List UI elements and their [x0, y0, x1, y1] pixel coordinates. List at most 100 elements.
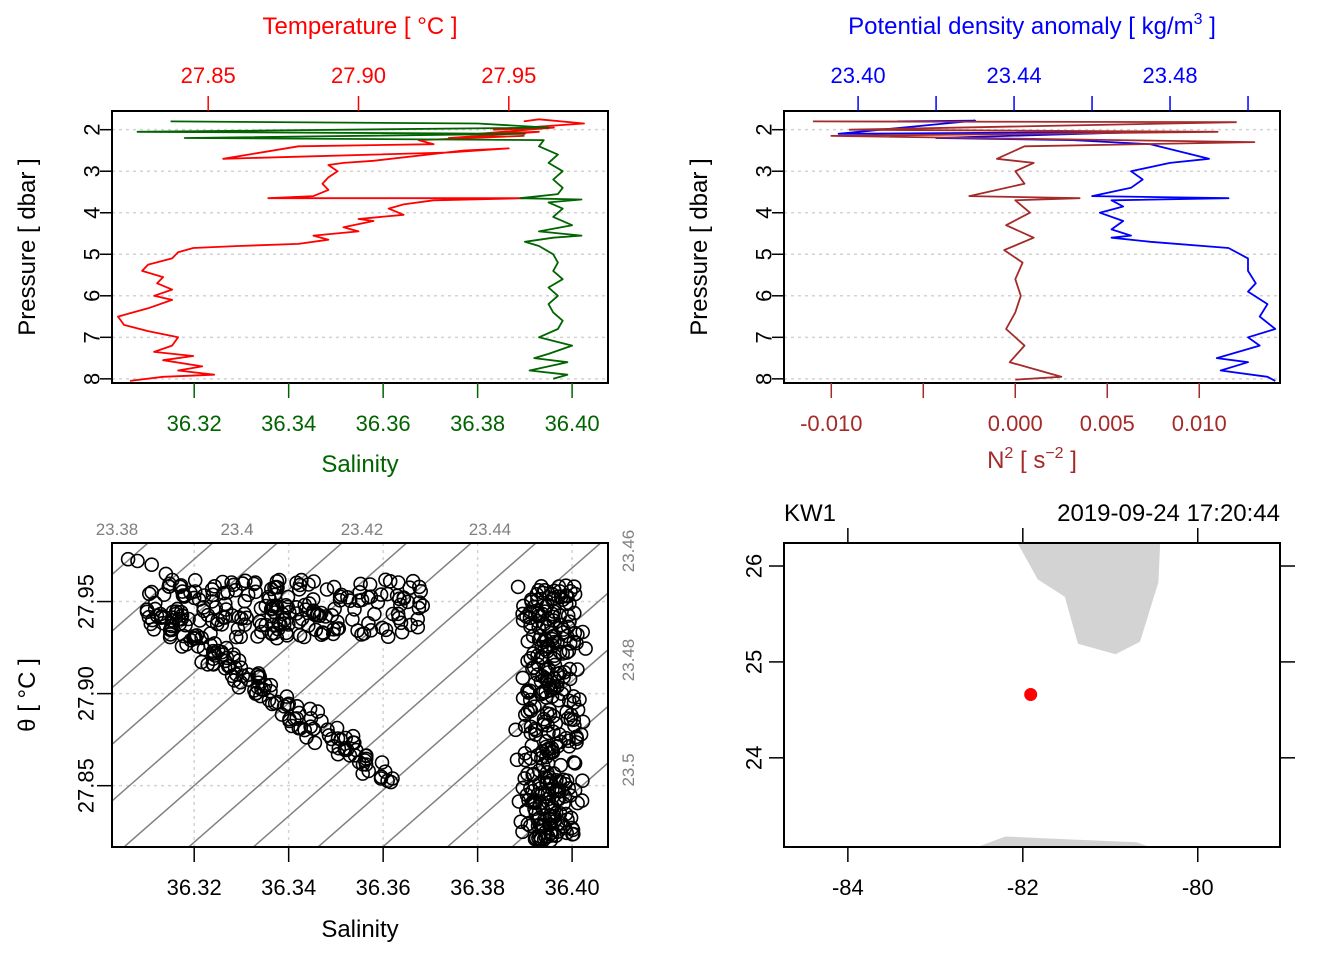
ts-point — [194, 630, 209, 646]
ts-point — [306, 721, 321, 737]
ts-point — [539, 638, 555, 654]
bottom-axis-tick-label: 36.36 — [356, 411, 411, 436]
ts-point — [144, 584, 159, 600]
ts-point — [563, 712, 579, 727]
ts-point — [553, 757, 569, 773]
isopycnal-label: 23.42 — [341, 520, 384, 539]
isopycnal-line — [112, 543, 214, 633]
ts-point — [162, 622, 178, 638]
ts-point — [539, 672, 555, 687]
theta-axis-title: θ [ °C ] — [14, 658, 41, 732]
isopycnal-line — [112, 543, 408, 802]
ts-point — [510, 579, 526, 595]
ts-point — [396, 590, 412, 606]
ts-point — [411, 600, 427, 616]
ts-point — [327, 601, 342, 617]
bottom-axis-tick-label: 36.34 — [261, 411, 316, 436]
isopycnal-label: 23.5 — [619, 753, 638, 786]
ts-point — [537, 714, 553, 730]
ts-point — [250, 629, 265, 644]
ts-point — [556, 796, 571, 812]
pressure-tick-label: 6 — [80, 290, 105, 302]
plot-frame — [111, 110, 609, 384]
ts-point — [529, 586, 545, 602]
ts-point — [224, 668, 240, 684]
ts-point — [527, 831, 543, 847]
ts-point — [548, 828, 564, 844]
ts-point — [181, 611, 196, 627]
bottom-axis-tick-label: 36.32 — [167, 411, 222, 436]
top-axis-tick-label: 27.90 — [331, 63, 386, 88]
density-axis: 23.40 23.44 23.48 — [831, 63, 1249, 111]
ts-point — [230, 621, 246, 637]
ts-point — [269, 574, 285, 589]
isopycnal-line — [316, 592, 608, 847]
top-axis-tick-label: 27.85 — [181, 63, 236, 88]
x-axis-tick-label: 36.32 — [167, 875, 222, 900]
ts-point — [318, 609, 334, 624]
ts-point — [400, 594, 416, 610]
ts-point — [225, 608, 240, 623]
ts-point — [203, 626, 218, 641]
ts-point — [356, 626, 372, 641]
ts-point — [403, 617, 419, 633]
isopycnal-line — [112, 543, 344, 746]
ts-point — [520, 704, 536, 719]
isopycnal-label: 23.44 — [469, 520, 512, 539]
plot-frame — [783, 110, 1281, 384]
isopycnal-line — [122, 543, 473, 847]
ts-point — [233, 660, 249, 676]
ts-point — [531, 620, 547, 635]
y-axis-tick-label: 27.90 — [74, 666, 99, 721]
pressure-tick-label: 7 — [80, 331, 105, 343]
ts-point — [324, 607, 340, 623]
ts-point — [209, 616, 225, 632]
ts-point — [144, 557, 159, 573]
station-marker — [1024, 688, 1038, 702]
ts-point — [522, 692, 538, 708]
station-point — [1024, 688, 1038, 702]
ts-point — [511, 794, 527, 809]
ts-point — [562, 661, 578, 677]
plot-frame — [111, 542, 609, 848]
ts-point — [533, 673, 549, 689]
ts-point — [219, 650, 235, 666]
ts-point — [538, 824, 553, 840]
ts-point — [261, 589, 276, 605]
ts-point — [206, 645, 221, 661]
pressure-axis-title: Pressure [ dbar ] — [14, 158, 41, 335]
map-frame — [783, 542, 1281, 848]
ts-point — [326, 579, 342, 595]
ts-point — [370, 594, 386, 610]
pressure-tick-label: 7 — [752, 331, 777, 343]
ts-point — [551, 579, 567, 594]
ts-point — [265, 598, 280, 614]
ts-point — [513, 814, 529, 830]
ts-point — [250, 679, 265, 695]
ts-point — [528, 723, 544, 738]
ts-point — [340, 589, 355, 605]
ts-point — [539, 775, 554, 791]
isopycnal-line — [252, 543, 602, 847]
ts-point — [286, 711, 302, 727]
ts-point — [515, 690, 531, 706]
ts-point — [542, 817, 558, 833]
ts-point — [363, 622, 379, 638]
ts-point — [355, 766, 371, 781]
latitude-tick-label: 24 — [742, 746, 767, 770]
bottom-axis-tick-label: 0.000 — [988, 411, 1043, 436]
ts-point — [200, 657, 215, 672]
ts-point — [556, 625, 571, 640]
salinity-line — [136, 120, 583, 380]
ts-point — [542, 706, 558, 722]
y-axis-tick-label: 27.85 — [74, 758, 99, 813]
ts-point — [238, 573, 253, 589]
ts-point — [410, 619, 426, 635]
station-map-panel: -84 -82 -80 24 25 26 KW1 2019-09-24 17:20:44 — [742, 500, 1295, 900]
ts-point — [515, 780, 531, 796]
ts-point — [207, 636, 222, 651]
ts-point — [570, 702, 586, 718]
ts-point — [237, 593, 253, 609]
ts-point — [319, 582, 335, 597]
ts-point — [218, 596, 233, 612]
